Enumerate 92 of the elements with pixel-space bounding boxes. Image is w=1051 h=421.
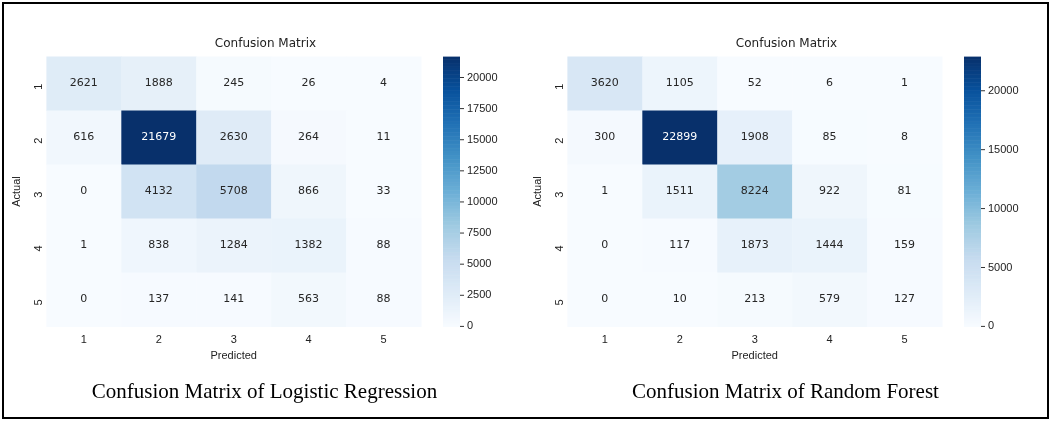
color-bar-label: 7500 [467,226,492,239]
data-label: 1284 [219,238,248,252]
data-label: 88 [376,238,391,252]
data-label: 21679 [141,130,177,144]
data-label: 866 [298,184,320,198]
data-label: 616 [73,130,95,144]
data-label: 1382 [294,238,323,252]
chart-title: Confusion Matrix [214,35,317,50]
x-tick-label: 4 [826,333,833,346]
x-tick-label: 3 [230,333,237,346]
y-tick-label: 1 [553,83,566,90]
data-label: 1444 [815,238,844,252]
color-bar-label: 5000 [467,257,492,270]
data-label: 922 [819,184,841,198]
data-label: 1908 [740,130,769,144]
color-bar-label: 2500 [467,288,492,301]
color-bar-label: 0 [988,319,995,332]
y-tick-label: 5 [32,299,45,306]
data-label: 26 [301,76,316,90]
color-bar-label: 17500 [467,101,498,114]
chart-title: Confusion Matrix [735,35,838,50]
color-bar-label: 10000 [988,201,1019,214]
data-label: 213 [744,292,766,306]
data-label: 52 [747,76,762,90]
data-label: 127 [894,292,916,306]
color-bar-label: 15000 [467,132,498,145]
color-bar-label: 20000 [988,83,1019,96]
data-label: 1105 [665,76,694,90]
data-label: 1873 [740,238,769,252]
y-axis-title: Actual [9,176,22,207]
color-bar-label: 15000 [988,142,1019,155]
x-tick-label: 2 [676,333,683,346]
color-bar-label: 0 [467,319,474,332]
y-tick-label: 4 [32,245,45,252]
data-label: 8224 [740,184,769,198]
x-tick-label: 2 [155,333,162,346]
x-tick-label: 4 [305,333,312,346]
data-label: 1511 [665,184,694,198]
y-tick-label: 1 [32,83,45,90]
data-label: 4132 [144,184,173,198]
data-label: 3620 [590,76,619,90]
y-axis-title: Actual [530,176,543,207]
data-label: 159 [894,238,916,252]
data-label: 117 [669,238,691,252]
data-label: 6 [826,76,834,90]
data-label: 85 [822,130,837,144]
data-label: 2621 [69,76,98,90]
x-axis-title: Predicted [731,349,778,362]
x-tick-label: 1 [601,333,608,346]
data-label: 22899 [662,130,698,144]
data-label: 1 [80,238,88,252]
y-tick-label: 3 [553,191,566,198]
data-label: 264 [298,130,320,144]
data-label: 0 [80,184,88,198]
x-tick-label: 1 [80,333,87,346]
data-label: 11 [376,130,391,144]
y-tick-label: 5 [553,299,566,306]
data-label: 579 [819,292,841,306]
data-label: 1888 [144,76,173,90]
x-tick-label: 5 [901,333,908,346]
color-bar-label: 12500 [467,163,498,176]
color-bar-label: 20000 [467,70,498,83]
data-label: 563 [298,292,320,306]
data-label: 300 [594,130,616,144]
data-label: 5708 [219,184,248,198]
data-label: 0 [601,292,609,306]
color-bar-label: 10000 [467,194,498,207]
y-tick-label: 4 [553,245,566,252]
x-axis-title: Predicted [210,349,257,362]
data-label: 88 [376,292,391,306]
data-label: 33 [376,184,391,198]
data-label: 2630 [219,130,248,144]
text: Confusion Matrix of Random Forest [631,379,940,404]
data-label: 0 [601,238,609,252]
x-tick-label: 3 [751,333,758,346]
data-label: 0 [80,292,88,306]
data-label: 8 [901,130,909,144]
data-label: 4 [380,76,388,90]
data-label: 1 [601,184,609,198]
x-tick-label: 5 [380,333,387,346]
data-label: 141 [223,292,245,306]
data-label: 245 [223,76,245,90]
data-label: 137 [148,292,170,306]
data-label: 838 [148,238,170,252]
y-tick-label: 2 [32,137,45,144]
data-label: 10 [672,292,687,306]
data-label: 81 [897,184,912,198]
y-tick-label: 3 [32,191,45,198]
data-label: 1 [901,76,909,90]
text: Confusion Matrix of Logistic Regression [90,379,439,404]
y-tick-label: 2 [553,137,566,144]
color-bar-label: 5000 [988,260,1013,273]
